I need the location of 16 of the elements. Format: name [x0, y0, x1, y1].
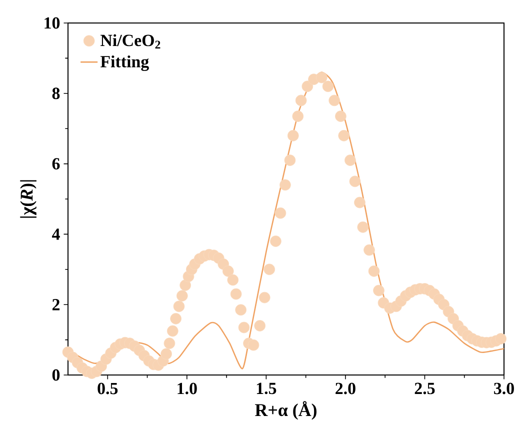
y-tick-label: 0: [52, 369, 60, 381]
x-tick-label: 0.5: [98, 382, 118, 394]
x-tick-label: 2.0: [336, 382, 356, 394]
y-tick-label: 4: [52, 228, 60, 240]
y-axis-title: |χ(R)|: [20, 180, 36, 218]
x-tick-label: 2.5: [414, 382, 435, 394]
y-tick-label: 8: [52, 88, 60, 100]
x-axis-title: R+α (Å): [255, 401, 316, 420]
y-tick-label: 10: [44, 17, 60, 29]
y-tick-label: 2: [52, 298, 60, 310]
y-tick-label: 6: [52, 158, 60, 170]
x-tick-label: 1.0: [178, 382, 197, 394]
legend-label: Fitting: [100, 55, 149, 71]
x-tick-label: 3.0: [494, 382, 514, 394]
legend-label: Ni/CeO$_{2}$: [100, 34, 160, 49]
x-tick-label: 1.5: [256, 382, 276, 394]
